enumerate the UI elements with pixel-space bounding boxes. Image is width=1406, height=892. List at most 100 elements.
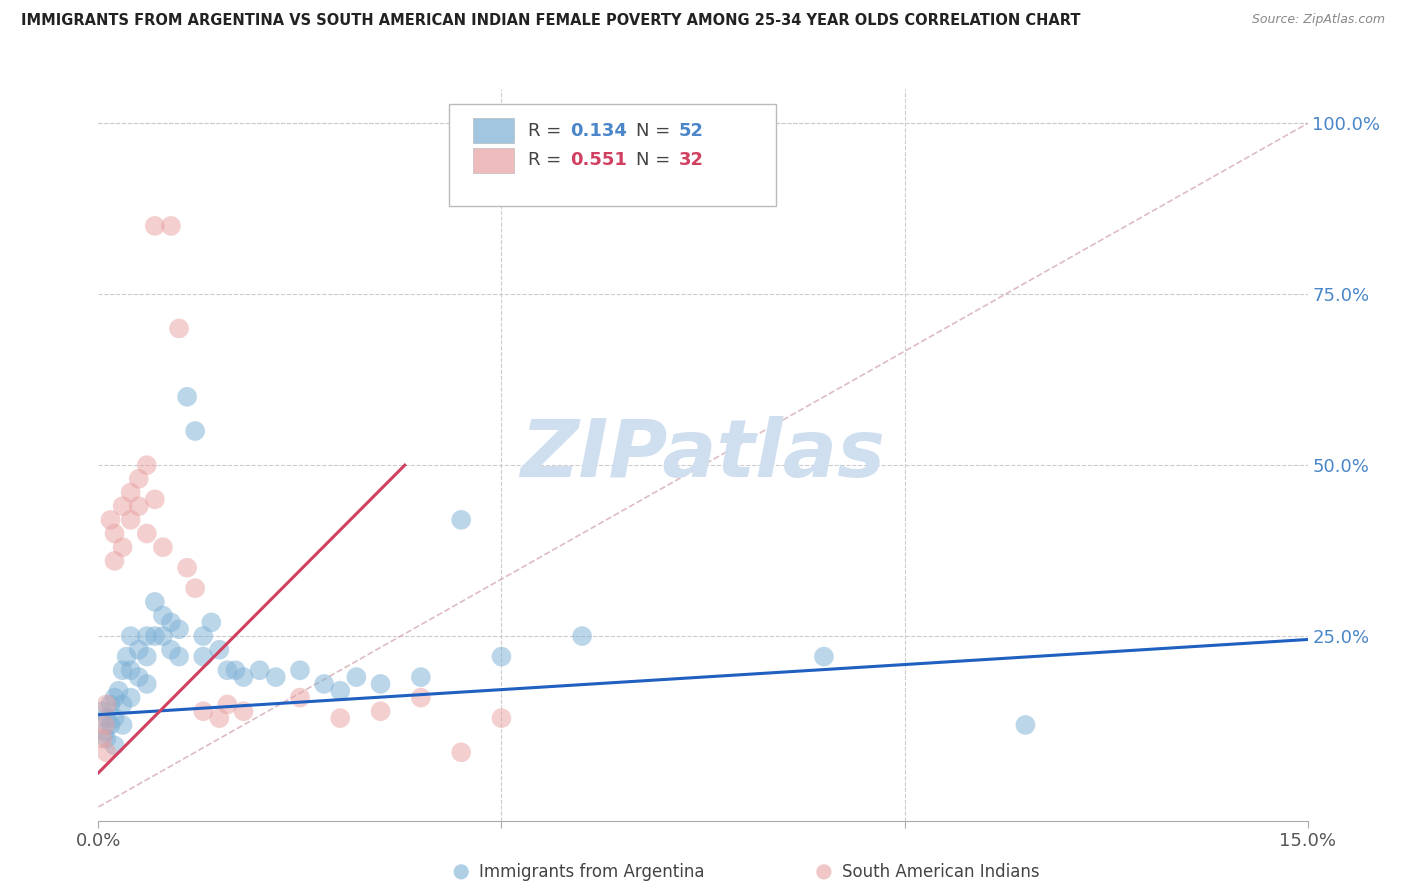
- Text: Source: ZipAtlas.com: Source: ZipAtlas.com: [1251, 13, 1385, 27]
- Point: [103, 554, 125, 568]
- Point: [107, 683, 129, 698]
- Point: [370, 677, 392, 691]
- Point: [100, 513, 122, 527]
- Point: [200, 615, 222, 630]
- Point: [264, 670, 287, 684]
- Point: [100, 718, 122, 732]
- Point: [409, 670, 432, 684]
- Point: [143, 492, 166, 507]
- Point: [217, 698, 239, 712]
- FancyBboxPatch shape: [449, 103, 776, 206]
- Point: [111, 499, 134, 513]
- Text: IMMIGRANTS FROM ARGENTINA VS SOUTH AMERICAN INDIAN FEMALE POVERTY AMONG 25-34 YE: IMMIGRANTS FROM ARGENTINA VS SOUTH AMERI…: [21, 13, 1081, 29]
- Point: [160, 642, 183, 657]
- Point: [491, 711, 513, 725]
- Point: [96, 731, 118, 746]
- Point: [103, 690, 125, 705]
- Point: [193, 629, 215, 643]
- Point: [96, 698, 118, 712]
- Text: N =: N =: [637, 122, 676, 140]
- Point: [111, 718, 134, 732]
- Text: R =: R =: [527, 151, 567, 169]
- Point: [167, 649, 190, 664]
- Point: [208, 642, 231, 657]
- Point: [1014, 718, 1036, 732]
- Point: [120, 513, 142, 527]
- Point: [450, 513, 472, 527]
- Point: [128, 472, 150, 486]
- Point: [176, 560, 198, 574]
- Point: [232, 704, 254, 718]
- Point: [208, 711, 231, 725]
- Point: [288, 690, 311, 705]
- Text: 0.134: 0.134: [569, 122, 627, 140]
- Point: [91, 731, 114, 746]
- Point: [128, 670, 150, 684]
- Point: [128, 642, 150, 657]
- Point: [135, 629, 157, 643]
- Point: [176, 390, 198, 404]
- Point: [135, 526, 157, 541]
- Point: [491, 649, 513, 664]
- Point: [120, 663, 142, 677]
- Text: R =: R =: [527, 122, 567, 140]
- Point: [120, 485, 142, 500]
- Point: [184, 581, 207, 595]
- Point: [96, 745, 118, 759]
- Text: 52: 52: [679, 122, 704, 140]
- Point: [94, 724, 117, 739]
- Point: [409, 690, 432, 705]
- Point: [103, 526, 125, 541]
- Point: [813, 649, 835, 664]
- Point: [128, 499, 150, 513]
- Point: [193, 704, 215, 718]
- Point: [329, 683, 352, 698]
- Point: [143, 219, 166, 233]
- Point: [288, 663, 311, 677]
- Text: ZIPatlas: ZIPatlas: [520, 416, 886, 494]
- Point: [344, 670, 367, 684]
- Point: [370, 704, 392, 718]
- Point: [135, 649, 157, 664]
- Point: [91, 704, 114, 718]
- Point: [160, 615, 183, 630]
- Point: [167, 622, 190, 636]
- Point: [96, 711, 118, 725]
- Point: [152, 608, 174, 623]
- Point: [103, 711, 125, 725]
- Point: [100, 698, 122, 712]
- Point: [135, 458, 157, 472]
- Text: South American Indians: South American Indians: [842, 863, 1039, 880]
- Text: 32: 32: [679, 151, 704, 169]
- Point: [143, 629, 166, 643]
- Point: [115, 649, 138, 664]
- Point: [135, 677, 157, 691]
- Point: [314, 677, 336, 691]
- Point: [217, 663, 239, 677]
- Point: [571, 629, 593, 643]
- Text: 0.551: 0.551: [569, 151, 627, 169]
- Point: [167, 321, 190, 335]
- Point: [232, 670, 254, 684]
- Point: [111, 698, 134, 712]
- Text: Immigrants from Argentina: Immigrants from Argentina: [479, 863, 704, 880]
- Point: [193, 649, 215, 664]
- Point: [329, 711, 352, 725]
- Point: [103, 739, 125, 753]
- Point: [120, 629, 142, 643]
- Point: [249, 663, 271, 677]
- Point: [143, 595, 166, 609]
- Text: N =: N =: [637, 151, 676, 169]
- Point: [450, 745, 472, 759]
- Point: [184, 424, 207, 438]
- Point: [120, 690, 142, 705]
- Point: [94, 718, 117, 732]
- Point: [152, 629, 174, 643]
- Point: [111, 663, 134, 677]
- Point: [152, 540, 174, 554]
- FancyBboxPatch shape: [474, 148, 515, 172]
- Point: [160, 219, 183, 233]
- FancyBboxPatch shape: [474, 119, 515, 144]
- Point: [111, 540, 134, 554]
- Point: [224, 663, 246, 677]
